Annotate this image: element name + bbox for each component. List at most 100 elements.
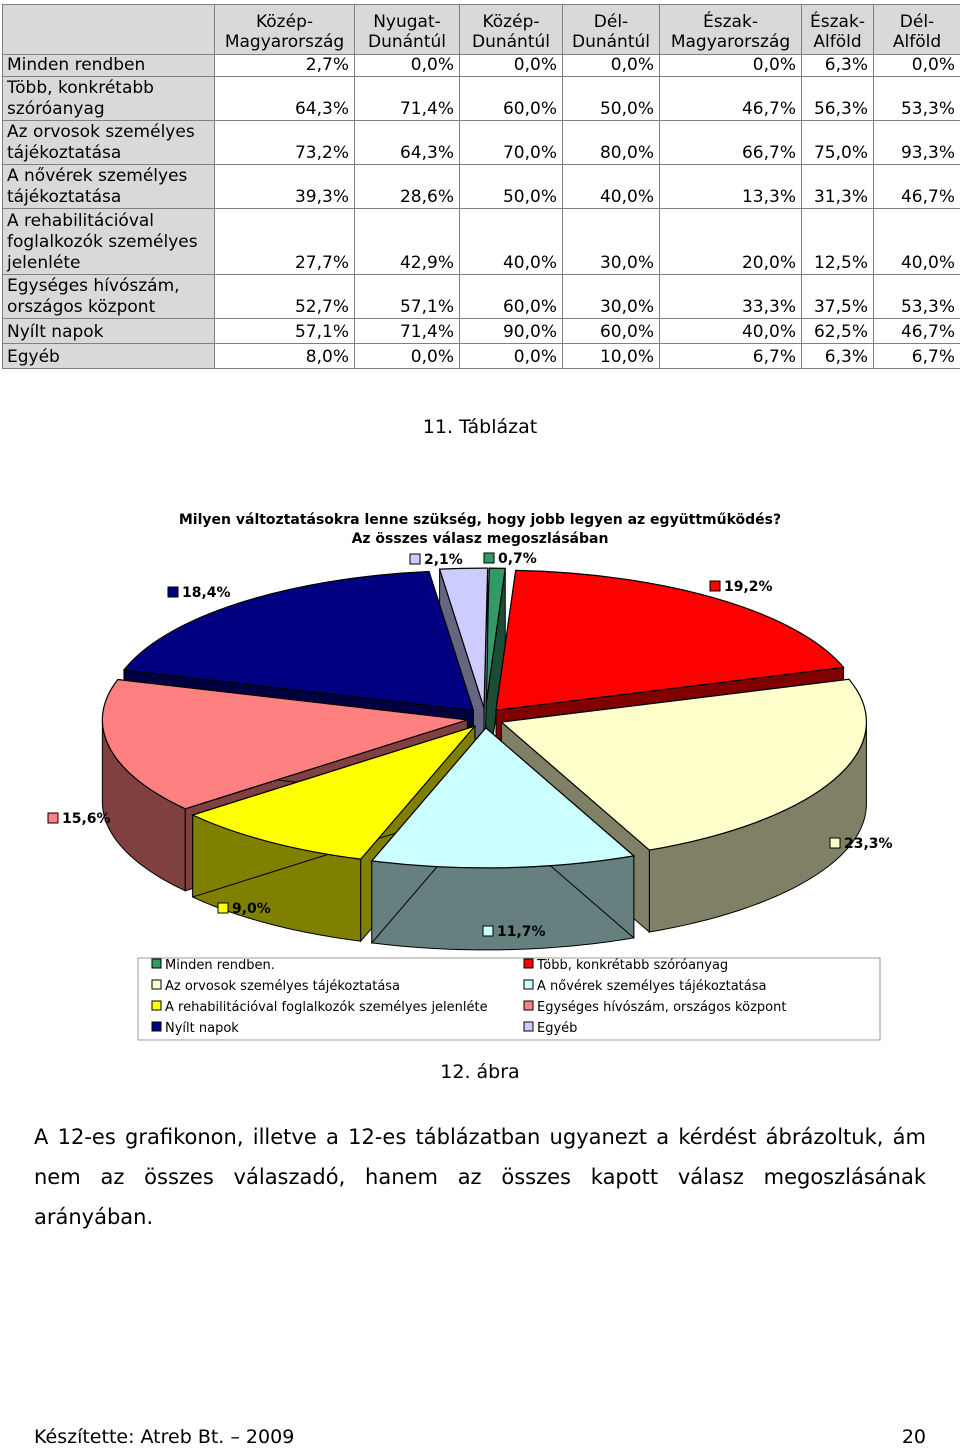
data-label: 19,2% [724,579,773,595]
table-cell: 0,0% [354,54,460,77]
table-row: Több, konkrétabb szóróanyag 64,3% 71,4% 60,… [2,76,960,121]
table-cell: 60,0% [459,76,563,121]
pie-slice [438,567,489,709]
pie-slice [370,727,636,869]
legend-entry: A rehabilitációval foglalkozók személyes… [165,1000,488,1015]
legend-swatch [523,1000,534,1011]
table-cell: 0,0% [459,54,563,77]
page-number: 20 [901,1426,926,1448]
legend-swatch [151,979,162,990]
pie-slice [500,678,868,851]
legend-entry: Az orvosok személyes tájékoztatása [165,979,400,994]
data-label-swatch [409,553,421,565]
table-cell: 40,0% [562,164,660,209]
chart-caption: 12. ábra [440,1061,520,1083]
table-cell: 40,0% [873,208,960,275]
table-cell: 70,0% [459,120,563,165]
row-label: Nyílt napok [2,318,215,344]
row-label: Egyéb [2,343,215,369]
table-cell: 6,7% [659,343,802,369]
table-cell: 60,0% [562,318,660,344]
table-cell: 13,3% [659,164,802,209]
table-cell: 40,0% [459,208,563,275]
legend-entry: A nővérek személyes tájékoztatása [537,979,766,994]
row-label: A rehabilitációval foglalkozók személyes… [2,208,215,275]
table-cell: 31,3% [801,164,874,209]
table-cell: 0,0% [562,54,660,77]
data-label-swatch [482,925,494,937]
table-cell: 20,0% [659,208,802,275]
legend-entry: Nyílt napok [165,1021,239,1036]
row-label: Több, konkrétabb szóróanyag [2,76,215,121]
data-label-swatch [483,552,495,564]
legend-swatch [523,1021,534,1032]
table-cell: 0,0% [659,54,802,77]
chart-legend [137,957,881,1041]
row-label: Az orvosok személyes tájékoztatása [2,120,215,165]
table-cell: 12,5% [801,208,874,275]
data-label: 0,7% [498,551,537,567]
data-label-swatch [47,812,59,824]
table-cell: 90,0% [459,318,563,344]
table-cell: 0,0% [354,343,460,369]
data-label: 15,6% [62,811,111,827]
table-cell: 75,0% [801,120,874,165]
table-cell: 27,7% [214,208,355,275]
table-cell: 40,0% [659,318,802,344]
table-cell: 10,0% [562,343,660,369]
chart-title: Milyen változtatásokra lenne szükség, ho… [179,512,781,528]
column-header: Észak-Magyarország [659,4,802,55]
table-row: A rehabilitációval foglalkozók személyes… [2,208,960,275]
table-cell: 62,5% [801,318,874,344]
table-cell: 57,1% [214,318,355,344]
table-cell: 52,7% [214,274,355,319]
legend-entry: Minden rendben. [165,958,275,973]
legend-swatch [151,1000,162,1011]
legend-swatch [523,958,534,969]
table-cell: 64,3% [214,76,355,121]
data-label: 18,4% [182,585,231,601]
data-label: 9,0% [232,901,271,917]
data-label-swatch [217,902,229,914]
table-cell: 30,0% [562,208,660,275]
table-row: A nővérek személyes tájékoztatása 39,3% 28… [2,164,960,209]
table-cell: 46,7% [659,76,802,121]
table-cell: 0,0% [873,54,960,77]
column-header: Dél-Dunántúl [562,4,660,55]
data-label-swatch [167,586,179,598]
pie-slice [495,569,845,711]
legend-entry: Egyéb [537,1021,577,1036]
table-header-row: Közép-Magyarország Nyugat-Dunántúl Közép… [2,4,960,55]
table-cell: 71,4% [354,318,460,344]
column-header: Észak-Alföld [801,4,874,55]
pie-chart: Milyen változtatásokra lenne szükség, ho… [47,512,893,1041]
table-row: Egyéb 8,0% 0,0% 0,0% 10,0% 6,7% 6,3% 6,7% [2,343,960,369]
legend-swatch [151,958,162,969]
table-cell: 57,1% [354,274,460,319]
data-label-swatch [709,580,721,592]
results-table: Közép-Magyarország Nyugat-Dunántúl Közép… [2,4,960,369]
table-cell: 80,0% [562,120,660,165]
table-cell: 93,3% [873,120,960,165]
table-cell: 28,6% [354,164,460,209]
table-cell: 42,9% [354,208,460,275]
table-corner [2,4,215,55]
footer-author: Készítette: Atreb Bt. – 2009 [34,1426,295,1448]
table-cell: 50,0% [459,164,563,209]
pie-slice [101,678,468,810]
row-label: A nővérek személyes tájékoztatása [2,164,215,209]
table-cell: 71,4% [354,76,460,121]
data-label-swatch [829,837,841,849]
pie-slice [191,724,477,860]
data-label: 2,1% [424,552,463,568]
table-cell: 6,3% [801,54,874,77]
table-cell: 66,7% [659,120,802,165]
column-header: Dél-Alföld [873,4,960,55]
column-header: Nyugat-Dunántúl [354,4,460,55]
row-label: Egységes hívószám, országos központ [2,274,215,319]
table-cell: 56,3% [801,76,874,121]
body-paragraph: A 12-es grafikonon, illetve a 12-es tábl… [34,1125,926,1229]
pie-slice [122,570,475,712]
table-row: Minden rendben 2,7% 0,0% 0,0% 0,0% 0,0% 6,3% 0,… [2,54,960,77]
pie-slice [484,567,506,709]
